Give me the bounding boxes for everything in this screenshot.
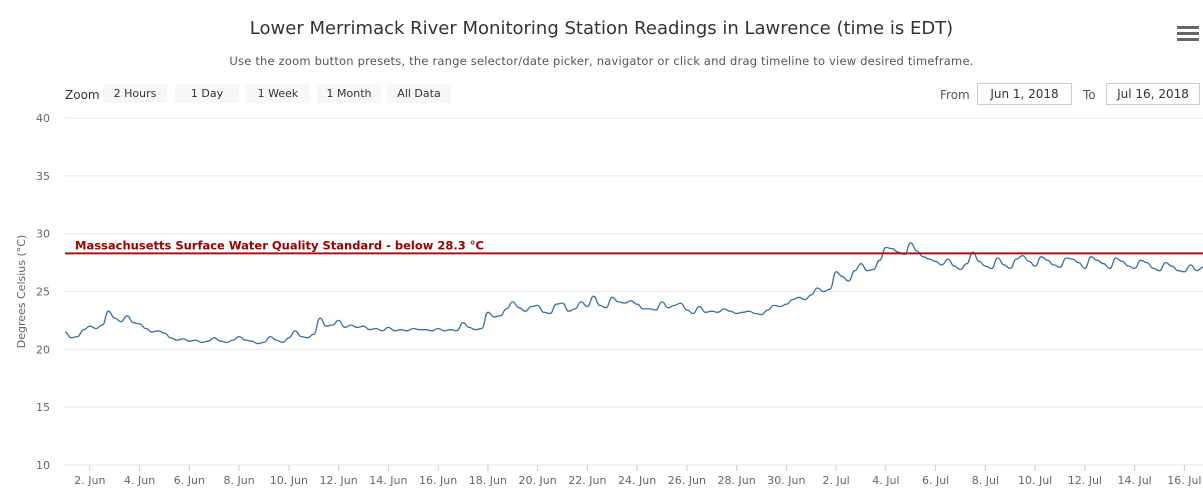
x-tick-label: 8. Jul bbox=[972, 474, 999, 487]
range-from-input[interactable]: Jun 1, 2018 bbox=[977, 83, 1072, 105]
zoom-label: Zoom bbox=[65, 88, 100, 102]
x-tick-label: 18. Jun bbox=[469, 474, 507, 487]
range-to-input[interactable]: Jul 16, 2018 bbox=[1106, 83, 1200, 105]
x-tick-label: 16. Jun bbox=[419, 474, 457, 487]
plot-lines: Massachusetts Surface Water Quality Stan… bbox=[65, 238, 1203, 255]
x-tick-label: 24. Jun bbox=[618, 474, 656, 487]
x-tick-label: 6. Jun bbox=[174, 474, 205, 487]
x-tick-label: 26. Jun bbox=[668, 474, 706, 487]
x-tick-label: 2. Jun bbox=[74, 474, 105, 487]
standard-plot-line-label: Massachusetts Surface Water Quality Stan… bbox=[75, 238, 484, 252]
zoom-1-month-button[interactable]: 1 Month bbox=[317, 84, 381, 103]
y-tick-label: 25 bbox=[36, 286, 50, 299]
x-tick-label: 14. Jul bbox=[1117, 474, 1151, 487]
x-tick-label: 4. Jun bbox=[124, 474, 155, 487]
range-from-label: From bbox=[940, 88, 970, 102]
temperature-series-line[interactable] bbox=[64, 242, 1203, 345]
menu-bar bbox=[1177, 26, 1199, 29]
y-tick-label: 40 bbox=[36, 112, 50, 125]
x-tick-label: 10. Jun bbox=[270, 474, 308, 487]
chart-title: Lower Merrimack River Monitoring Station… bbox=[249, 18, 954, 39]
grid-lines bbox=[65, 117, 1203, 466]
x-tick-label: 28. Jun bbox=[718, 474, 756, 487]
x-axis-labels: 2. Jun 4. Jun 6. Jun 8. Jun 10. Jun 12. Jun 14… bbox=[74, 465, 1201, 487]
x-tick-label: 2. Jul bbox=[822, 474, 849, 487]
y-tick-label: 10 bbox=[36, 459, 50, 472]
y-tick-label: 20 bbox=[36, 343, 50, 356]
chart-subtitle: Use the zoom button presets, the range s… bbox=[229, 54, 974, 68]
y-tick-label: 30 bbox=[36, 228, 50, 241]
zoom-1-week-button[interactable]: 1 Week bbox=[246, 84, 310, 103]
x-tick-label: 14. Jun bbox=[369, 474, 407, 487]
context-menu-icon[interactable] bbox=[1177, 26, 1199, 44]
y-axis-title: Degrees Celsius (°C) bbox=[15, 235, 28, 349]
menu-bar bbox=[1177, 32, 1199, 35]
x-tick-label: 10. Jul bbox=[1018, 474, 1052, 487]
zoom-all-data-button[interactable]: All Data bbox=[387, 84, 451, 103]
series-group bbox=[64, 242, 1203, 345]
x-tick-label: 12. Jul bbox=[1068, 474, 1102, 487]
x-tick-label: 30. Jun bbox=[767, 474, 805, 487]
y-tick-label: 15 bbox=[36, 401, 50, 414]
zoom-2-hours-button[interactable]: 2 Hours bbox=[103, 84, 167, 103]
x-tick-label: 20. Jun bbox=[519, 474, 557, 487]
x-tick-label: 12. Jun bbox=[320, 474, 358, 487]
menu-bar bbox=[1177, 38, 1199, 41]
x-tick-label: 4. Jul bbox=[872, 474, 899, 487]
range-to-label: To bbox=[1083, 88, 1096, 102]
x-tick-label: 8. Jun bbox=[224, 474, 255, 487]
y-axis-labels: 10 15 20 25 30 35 40 bbox=[36, 112, 50, 472]
x-tick-label: 6. Jul bbox=[922, 474, 949, 487]
x-tick-label: 22. Jun bbox=[568, 474, 606, 487]
y-tick-label: 35 bbox=[36, 170, 50, 183]
x-tick-label: 16. Jul bbox=[1167, 474, 1201, 487]
zoom-1-day-button[interactable]: 1 Day bbox=[175, 84, 239, 103]
